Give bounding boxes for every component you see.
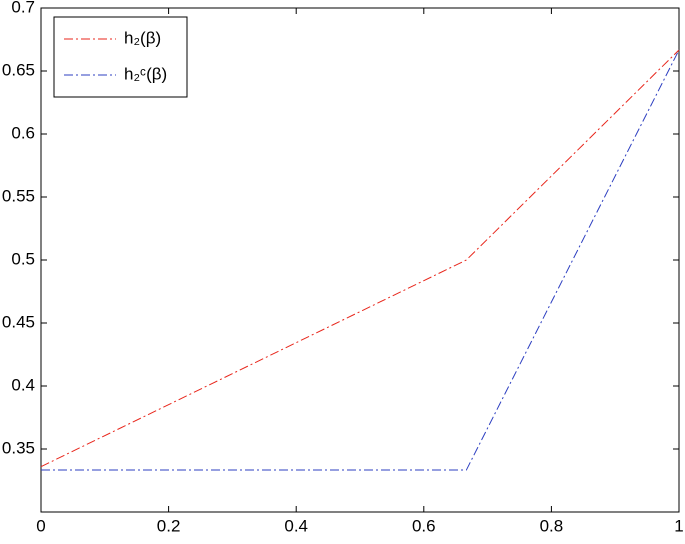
y-tick-label: 0.65 (2, 60, 35, 79)
legend-label: h₂ᶜ(β) (124, 64, 167, 83)
legend-box (53, 16, 188, 98)
x-tick-label: 0.8 (540, 516, 564, 535)
y-tick-label: 0.7 (11, 0, 35, 16)
x-tick-label: 0.2 (157, 516, 181, 535)
x-tick-label: 0 (36, 516, 45, 535)
data-line (40, 49, 680, 468)
y-tick-label: 0.4 (11, 375, 35, 394)
data-line (41, 49, 680, 471)
y-tick-label: 0.5 (11, 249, 35, 268)
y-tick-label: 0.45 (2, 312, 35, 331)
x-tick-label: 0.6 (412, 516, 436, 535)
legend-label: h₂(β) (124, 28, 161, 47)
y-tick-label: 0.35 (2, 438, 35, 457)
y-tick-label: 0.6 (11, 123, 35, 142)
y-tick-label: 0.55 (2, 186, 35, 205)
x-tick-label: 1 (674, 516, 683, 535)
x-tick-label: 0.4 (284, 516, 308, 535)
